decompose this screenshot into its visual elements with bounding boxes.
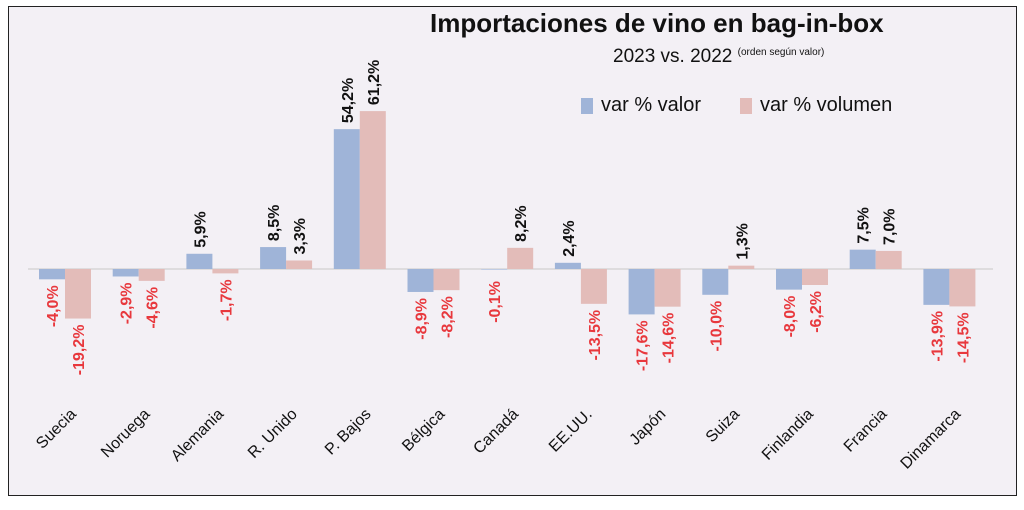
category-label-1: Noruega: [98, 406, 153, 461]
bar-volumen-6: [507, 247, 534, 269]
bar-volumen-12: [949, 269, 976, 307]
category-label-11: Francia: [841, 406, 891, 456]
data-label-volumen-0: -19,2%: [71, 325, 88, 376]
data-label-volumen-3: 3,3%: [292, 218, 309, 254]
bar-valor-2: [186, 253, 213, 269]
bar-volumen-5: [433, 269, 460, 291]
bar-valor-5: [407, 269, 434, 292]
category-label-8: Japón: [627, 406, 670, 449]
bar-valor-4: [333, 129, 360, 269]
category-label-4: P. Bajos: [322, 406, 375, 459]
bar-valor-9: [702, 269, 729, 295]
data-label-extra-0: -0,1%: [487, 281, 504, 323]
bar-volumen-4: [359, 111, 386, 269]
bar-volumen-1: [138, 269, 165, 281]
data-label-volumen-10: -6,2%: [808, 291, 825, 333]
bar-volumen-2: [212, 269, 239, 274]
legend-item-volumen: var % volumen: [740, 94, 892, 117]
chart-subtitle: 2023 vs. 2022 (orden según valor): [613, 46, 824, 68]
category-label-2: Alemania: [168, 406, 227, 465]
bar-volumen-10: [802, 269, 828, 285]
bar-volumen-8: [654, 269, 681, 307]
data-label-volumen-4: 61,2%: [366, 60, 383, 105]
bar-valor-3: [260, 247, 287, 269]
bar-valor-7: [554, 262, 581, 269]
data-label-valor-5: -8,9%: [414, 298, 431, 340]
data-label-valor-9: -10,0%: [708, 301, 725, 352]
bar-valor-12: [923, 269, 950, 305]
category-label-9: Suiza: [703, 406, 743, 446]
bar-volumen-7: [580, 269, 607, 304]
data-label-volumen-8: -14,6%: [661, 313, 678, 364]
bar-volumen-3: [286, 260, 313, 269]
category-label-10: Finlandia: [759, 406, 817, 464]
category-label-5: Bélgica: [399, 406, 448, 455]
data-label-volumen-12: -14,5%: [955, 312, 972, 363]
bar-valor-1: [112, 269, 139, 277]
legend-swatch-volumen: [740, 97, 752, 114]
bar-volumen-9: [728, 265, 755, 269]
legend-label-volumen: var % volumen: [760, 94, 893, 116]
data-label-valor-12: -13,9%: [929, 311, 946, 362]
bar-valor-10: [776, 269, 802, 290]
subtitle-main: 2023 vs. 2022: [613, 46, 733, 67]
top-strip: [0, 0, 1024, 5]
bar-valor-0: [39, 269, 65, 280]
data-label-valor-2: 5,9%: [192, 211, 209, 247]
data-label-valor-1: -2,9%: [119, 282, 136, 324]
bar-volumen-0: [65, 269, 91, 319]
data-label-valor-10: -8,0%: [782, 296, 799, 338]
legend-swatch-valor: [581, 97, 593, 114]
data-label-volumen-9: 1,3%: [734, 223, 751, 259]
data-label-valor-3: 8,5%: [266, 205, 283, 241]
subtitle-note: (orden según valor): [737, 47, 825, 58]
category-label-6: Canadá: [470, 406, 522, 458]
data-label-valor-11: 7,5%: [856, 207, 873, 243]
legend-item-valor: var % valor: [581, 94, 701, 117]
data-label-valor-8: -17,6%: [635, 320, 652, 371]
data-label-volumen-5: -8,2%: [440, 296, 457, 338]
category-label-0: Suecia: [33, 406, 80, 453]
data-label-volumen-7: -13,5%: [587, 310, 604, 361]
data-label-volumen-1: -4,6%: [145, 287, 162, 329]
bar-valor-6: [481, 269, 508, 270]
data-label-volumen-11: 7,0%: [882, 208, 899, 244]
category-label-12: Dinamarca: [898, 406, 965, 473]
bar-volumen-11: [875, 250, 902, 269]
bar-valor-8: [628, 269, 655, 315]
data-label-valor-7: 2,4%: [561, 220, 578, 256]
bar-valor-11: [849, 249, 876, 269]
data-label-volumen-2: -1,7%: [218, 279, 235, 321]
data-label-valor-4: 54,2%: [340, 78, 357, 123]
category-label-7: EE.UU.: [546, 406, 596, 456]
data-label-valor-0: -4,0%: [45, 285, 62, 327]
chart-title: Importaciones de vino en bag-in-box: [430, 8, 884, 38]
legend-label-valor: var % valor: [601, 94, 702, 116]
category-label-3: R. Unido: [245, 406, 301, 462]
data-label-volumen-6: 8,2%: [513, 205, 530, 241]
